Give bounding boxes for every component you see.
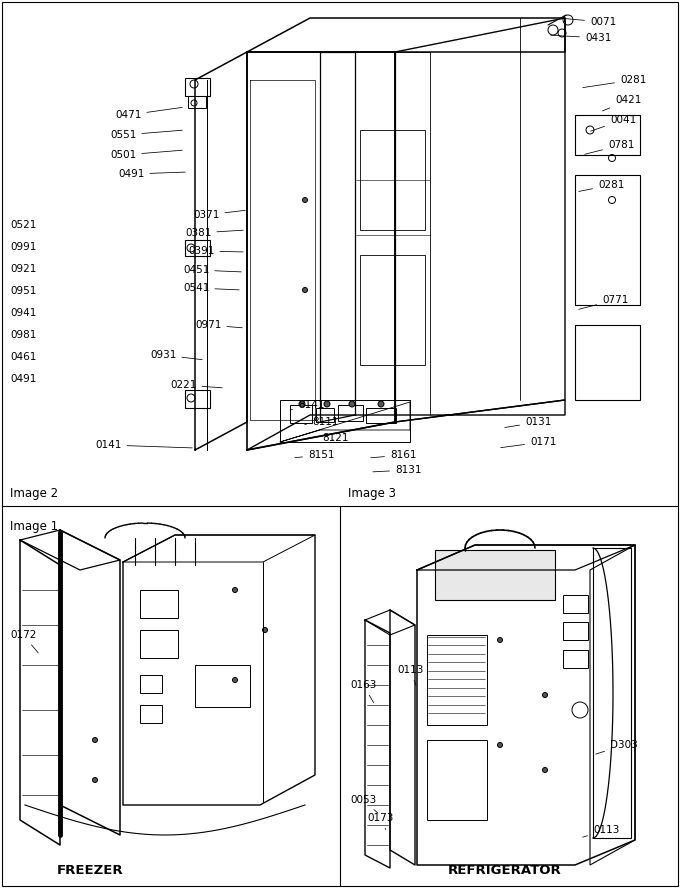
Text: 8111: 8111 bbox=[305, 417, 339, 427]
Text: 0163: 0163 bbox=[350, 680, 376, 702]
Text: 8131: 8131 bbox=[373, 465, 422, 475]
Bar bbox=[360, 130, 425, 230]
Text: 0053: 0053 bbox=[350, 795, 378, 813]
Text: 0491: 0491 bbox=[118, 169, 185, 179]
Circle shape bbox=[378, 401, 384, 407]
Text: 0981: 0981 bbox=[10, 330, 36, 340]
Text: Image 2: Image 2 bbox=[10, 487, 58, 500]
Text: Image 1: Image 1 bbox=[10, 520, 58, 533]
Text: 0541: 0541 bbox=[183, 283, 239, 293]
Circle shape bbox=[233, 678, 237, 683]
Text: 0221: 0221 bbox=[170, 380, 222, 390]
Bar bbox=[575, 175, 640, 305]
Bar bbox=[290, 405, 312, 423]
Text: 0391: 0391 bbox=[188, 246, 243, 256]
Text: 0281: 0281 bbox=[579, 180, 624, 192]
Text: 0131: 0131 bbox=[505, 417, 551, 427]
Text: 0113: 0113 bbox=[397, 665, 424, 686]
Bar bbox=[185, 78, 210, 96]
Bar bbox=[435, 550, 555, 600]
Bar bbox=[185, 390, 210, 408]
Text: 0451: 0451 bbox=[183, 265, 241, 275]
Bar bbox=[427, 740, 487, 820]
Text: 0281: 0281 bbox=[583, 75, 647, 88]
Bar bbox=[563, 595, 588, 613]
Text: 0071: 0071 bbox=[561, 17, 616, 27]
Text: 0551: 0551 bbox=[110, 130, 182, 140]
Text: 0431: 0431 bbox=[551, 33, 611, 43]
Circle shape bbox=[349, 401, 355, 407]
Circle shape bbox=[543, 693, 547, 697]
Text: 0041: 0041 bbox=[591, 115, 636, 131]
Circle shape bbox=[233, 588, 237, 592]
Bar bbox=[188, 96, 206, 108]
Text: 0173: 0173 bbox=[367, 813, 393, 829]
Text: D303: D303 bbox=[596, 740, 638, 754]
Text: Image 3: Image 3 bbox=[348, 487, 396, 500]
Text: 0931: 0931 bbox=[150, 350, 202, 360]
Text: 8161: 8161 bbox=[371, 450, 416, 460]
Text: 0771: 0771 bbox=[579, 295, 628, 309]
Circle shape bbox=[303, 197, 307, 202]
Text: 0971: 0971 bbox=[195, 320, 242, 330]
Text: 8141: 8141 bbox=[290, 400, 324, 410]
Text: 0421: 0421 bbox=[602, 95, 641, 111]
Bar bbox=[185, 240, 210, 256]
Bar bbox=[593, 548, 631, 838]
Text: 0521: 0521 bbox=[10, 220, 36, 230]
Text: 0991: 0991 bbox=[10, 242, 36, 252]
Text: 0941: 0941 bbox=[10, 308, 36, 318]
Circle shape bbox=[498, 742, 503, 748]
Bar bbox=[366, 408, 396, 423]
Circle shape bbox=[92, 778, 97, 782]
Circle shape bbox=[92, 738, 97, 742]
Circle shape bbox=[324, 401, 330, 407]
Text: 0491: 0491 bbox=[10, 374, 36, 384]
Text: 0461: 0461 bbox=[10, 352, 36, 362]
Circle shape bbox=[543, 767, 547, 773]
Text: 8151: 8151 bbox=[294, 450, 335, 460]
Circle shape bbox=[498, 638, 503, 643]
Circle shape bbox=[262, 628, 267, 632]
Bar bbox=[140, 590, 178, 618]
Bar bbox=[575, 115, 640, 155]
Text: REFRIGERATOR: REFRIGERATOR bbox=[448, 863, 562, 876]
Circle shape bbox=[299, 401, 305, 407]
Text: 0471: 0471 bbox=[115, 107, 182, 120]
Bar bbox=[575, 325, 640, 400]
Bar bbox=[140, 705, 162, 723]
Circle shape bbox=[303, 288, 307, 292]
Text: 0141: 0141 bbox=[95, 440, 192, 450]
Text: 0781: 0781 bbox=[585, 140, 634, 155]
Text: 0501: 0501 bbox=[110, 150, 182, 160]
Text: 0951: 0951 bbox=[10, 286, 36, 296]
Bar bbox=[338, 405, 363, 421]
Bar bbox=[280, 400, 410, 442]
Bar bbox=[360, 255, 425, 365]
Bar bbox=[316, 408, 334, 422]
Text: 0171: 0171 bbox=[500, 437, 556, 448]
Bar bbox=[563, 650, 588, 668]
Bar bbox=[140, 675, 162, 693]
Text: 0381: 0381 bbox=[185, 228, 243, 238]
Bar bbox=[427, 635, 487, 725]
Text: 8121: 8121 bbox=[322, 433, 348, 443]
Text: 0921: 0921 bbox=[10, 264, 36, 274]
Text: 0113: 0113 bbox=[583, 825, 619, 837]
Bar bbox=[563, 622, 588, 640]
Text: FREEZER: FREEZER bbox=[56, 863, 123, 876]
Bar bbox=[195, 665, 250, 707]
Text: 0172: 0172 bbox=[10, 630, 38, 653]
Text: 0371: 0371 bbox=[193, 210, 245, 220]
Bar bbox=[140, 630, 178, 658]
